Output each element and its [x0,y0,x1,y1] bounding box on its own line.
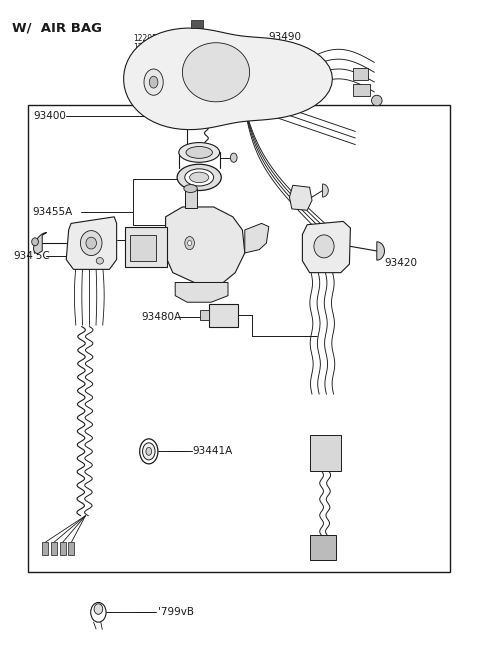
Polygon shape [289,185,312,210]
Text: 1229DR: 1229DR [133,34,164,43]
Bar [209,304,238,327]
Bar [125,227,167,267]
Polygon shape [66,217,117,269]
Ellipse shape [146,447,152,455]
Ellipse shape [188,240,192,246]
Text: W/  AIR BAG: W/ AIR BAG [12,21,102,34]
Bar [353,68,368,80]
Ellipse shape [314,235,334,258]
Ellipse shape [230,153,237,162]
Bar [353,84,370,96]
Polygon shape [182,43,250,102]
Ellipse shape [177,164,221,191]
Ellipse shape [144,69,163,95]
Bar [130,235,156,261]
Polygon shape [323,184,328,197]
Polygon shape [175,283,228,302]
Text: 934'5C: 934'5C [13,251,50,261]
Text: 93480A: 93480A [142,312,182,323]
Ellipse shape [140,439,158,464]
Text: '799vB: '799vB [158,607,194,618]
Bar [51,542,57,555]
Text: 93441A: 93441A [192,446,232,457]
Polygon shape [245,223,269,253]
Polygon shape [166,207,245,283]
Bar [60,542,66,555]
Ellipse shape [96,258,103,264]
Bar [28,105,450,572]
Text: 1234TA: 1234TA [133,43,162,52]
Text: 93420: 93420 [384,258,417,268]
Ellipse shape [190,172,209,183]
Polygon shape [124,28,332,129]
Ellipse shape [372,95,382,106]
Ellipse shape [185,169,214,186]
Bar [133,179,185,225]
Bar [200,310,209,320]
Polygon shape [377,242,384,260]
Ellipse shape [91,602,106,622]
Ellipse shape [186,147,212,158]
Ellipse shape [32,238,38,246]
Ellipse shape [86,237,96,249]
Polygon shape [34,233,47,254]
Text: 93490: 93490 [269,32,302,43]
Bar [185,189,197,208]
Ellipse shape [179,143,219,162]
Ellipse shape [185,237,194,250]
Text: 93455A: 93455A [33,207,73,217]
Bar [42,542,48,555]
Ellipse shape [94,604,103,614]
Ellipse shape [81,231,102,256]
Ellipse shape [143,443,155,460]
Bar [68,542,74,555]
Bar [310,535,336,560]
Ellipse shape [149,76,158,88]
Text: 93400: 93400 [34,111,66,122]
Ellipse shape [184,185,197,193]
Bar [310,435,341,471]
Bar [191,20,203,28]
Polygon shape [302,221,350,273]
